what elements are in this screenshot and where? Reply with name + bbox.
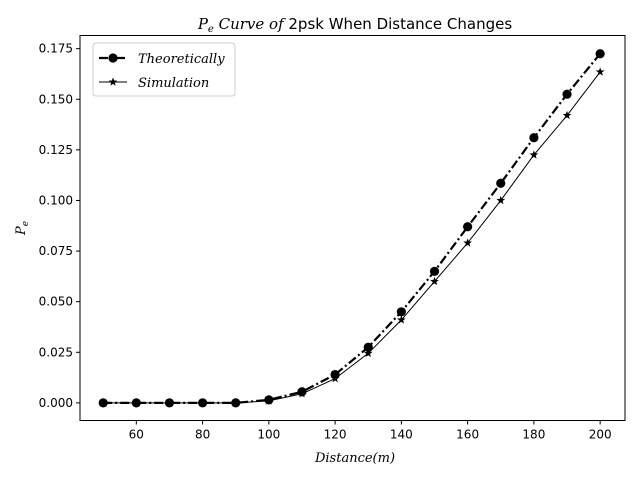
- y-tick-label: 0.000: [39, 396, 73, 410]
- x-tick-label: 60: [129, 428, 144, 442]
- legend-item-simulation: Simulation: [99, 76, 209, 91]
- data-point-theoretically: [429, 266, 440, 276]
- data-point-simulation: [297, 389, 307, 398]
- data-point-theoretically: [595, 49, 605, 59]
- data-point-theoretically: [529, 133, 539, 143]
- legend-marker-star: [108, 77, 118, 86]
- data-point-simulation: [198, 398, 207, 407]
- y-tick-label: 0.100: [39, 193, 73, 207]
- legend-label-simulation: Simulation: [138, 76, 209, 91]
- x-axis-label-text: Distance(m): [314, 451, 395, 466]
- chart-title: Pe Curve of 2psk When Distance Changes: [197, 15, 513, 35]
- legend: Theoretically Simulation: [92, 42, 236, 97]
- x-tick-label: 160: [456, 428, 479, 442]
- x-axis-label: Distance(m): [314, 451, 395, 466]
- y-axis-label-main: P: [14, 226, 29, 236]
- title-curve-of: Curve of: [214, 15, 289, 33]
- plot-area-frame: [79, 35, 626, 421]
- y-axis-label-subscript: e: [21, 221, 31, 226]
- data-point-simulation: [529, 150, 539, 159]
- legend-marker-circle: [108, 53, 118, 63]
- data-point-simulation: [131, 398, 141, 407]
- data-point-theoretically: [463, 222, 473, 232]
- title-subscript: e: [208, 24, 214, 35]
- legend-box: [92, 42, 236, 97]
- y-tick-label: 0.050: [39, 295, 73, 309]
- data-point-theoretically: [396, 307, 406, 317]
- x-tick-label: 180: [522, 428, 545, 442]
- y-tick-label: 0.125: [39, 143, 73, 157]
- data-point-simulation: [496, 195, 506, 205]
- data-point-theoretically: [363, 342, 373, 352]
- series-line-theoretically: [103, 53, 602, 404]
- legend-item-theoretically: Theoretically: [99, 52, 225, 67]
- data-point-theoretically: [562, 89, 572, 99]
- y-axis-ticks: 0.000 0.025 0.050 0.075 0.100 0.125 0.150 0.175: [39, 42, 80, 410]
- data-point-simulation: [98, 398, 108, 407]
- data-point-simulation: [595, 67, 605, 76]
- y-tick-label: 0.175: [39, 42, 73, 56]
- title-normal-part: 2psk When Distance Changes: [288, 15, 512, 33]
- legend-label-theoretically: Theoretically: [138, 52, 225, 67]
- data-point-theoretically: [496, 178, 506, 188]
- x-tick-label: 100: [257, 428, 280, 442]
- title-italic-part: P: [197, 15, 209, 33]
- x-tick-label: 120: [324, 428, 347, 442]
- data-point-simulation: [165, 398, 174, 407]
- x-tick-label: 80: [195, 428, 210, 442]
- data-point-simulation: [330, 374, 340, 383]
- data-point-simulation: [463, 238, 472, 247]
- x-tick-label: 140: [390, 428, 413, 442]
- data-point-simulation: [264, 396, 274, 405]
- series-layer: [98, 49, 605, 408]
- y-tick-label: 0.025: [39, 345, 73, 359]
- y-tick-label: 0.150: [39, 92, 73, 106]
- data-point-simulation: [562, 110, 572, 120]
- y-tick-label: 0.075: [39, 244, 73, 258]
- data-point-simulation: [430, 276, 439, 286]
- x-axis-ticks: 60 80 100 120 140 160 180 200: [129, 420, 612, 442]
- series-line-simulation: [103, 71, 601, 404]
- x-tick-label: 200: [589, 428, 612, 442]
- data-point-simulation: [363, 348, 373, 358]
- series-simulation: [98, 67, 605, 407]
- data-point-simulation: [231, 398, 241, 407]
- data-point-simulation: [396, 315, 406, 324]
- y-axis-label: Pe: [14, 221, 31, 236]
